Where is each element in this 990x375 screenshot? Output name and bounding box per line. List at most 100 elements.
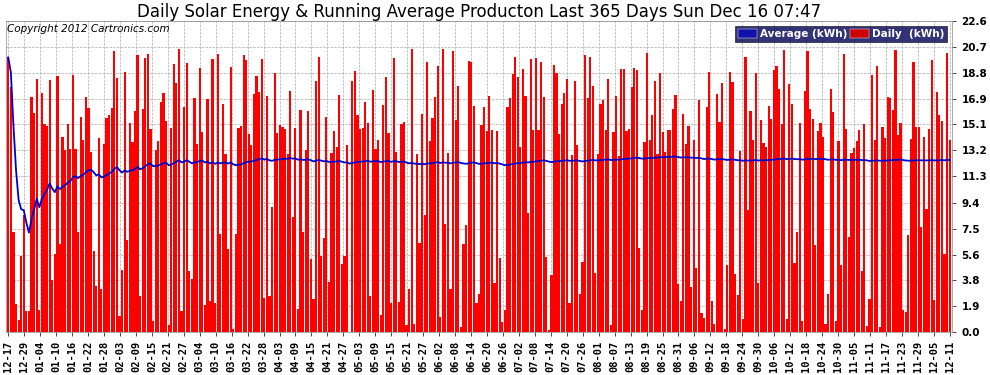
Bar bbox=[926, 210, 928, 332]
Bar bbox=[780, 124, 783, 332]
Bar bbox=[15, 304, 17, 332]
Bar bbox=[682, 114, 684, 332]
Bar bbox=[775, 66, 777, 332]
Bar bbox=[271, 207, 273, 332]
Bar bbox=[786, 319, 788, 332]
Bar bbox=[434, 97, 437, 332]
Bar bbox=[382, 105, 384, 332]
Bar bbox=[204, 305, 206, 332]
Bar bbox=[517, 78, 519, 332]
Bar bbox=[946, 53, 948, 332]
Bar bbox=[393, 58, 395, 332]
Bar bbox=[589, 57, 591, 332]
Bar bbox=[268, 296, 270, 332]
Bar bbox=[620, 69, 623, 332]
Bar bbox=[284, 129, 286, 332]
Bar bbox=[547, 330, 549, 332]
Bar bbox=[653, 81, 656, 332]
Bar bbox=[201, 132, 203, 332]
Bar bbox=[61, 137, 63, 332]
Bar bbox=[108, 114, 110, 332]
Bar bbox=[406, 325, 408, 332]
Bar bbox=[931, 60, 933, 332]
Bar bbox=[778, 89, 780, 332]
Bar bbox=[853, 148, 855, 332]
Bar bbox=[757, 283, 759, 332]
Bar bbox=[79, 117, 82, 332]
Bar bbox=[219, 234, 222, 332]
Bar bbox=[193, 98, 196, 332]
Bar bbox=[830, 89, 832, 332]
Bar bbox=[892, 110, 894, 332]
Bar bbox=[157, 141, 159, 332]
Bar bbox=[372, 90, 374, 332]
Bar bbox=[796, 231, 798, 332]
Bar bbox=[395, 152, 397, 332]
Bar bbox=[496, 131, 498, 332]
Bar bbox=[814, 246, 817, 332]
Bar bbox=[773, 70, 775, 332]
Bar bbox=[111, 108, 113, 332]
Bar bbox=[804, 91, 806, 332]
Bar bbox=[10, 87, 12, 332]
Bar bbox=[183, 107, 185, 332]
Bar bbox=[178, 49, 180, 332]
Bar bbox=[72, 75, 74, 332]
Bar bbox=[759, 120, 762, 332]
Bar bbox=[905, 312, 907, 332]
Bar bbox=[351, 81, 353, 332]
Bar bbox=[366, 123, 369, 332]
Bar bbox=[51, 280, 53, 332]
Bar bbox=[915, 127, 917, 332]
Bar bbox=[734, 274, 737, 332]
Bar bbox=[711, 301, 713, 332]
Bar bbox=[145, 58, 147, 332]
Bar bbox=[920, 227, 923, 332]
Bar bbox=[713, 324, 716, 332]
Bar bbox=[910, 139, 912, 332]
Bar bbox=[900, 123, 902, 332]
Bar bbox=[586, 98, 589, 332]
Bar bbox=[641, 310, 644, 332]
Bar bbox=[499, 258, 501, 332]
Bar bbox=[791, 104, 793, 332]
Bar bbox=[103, 144, 105, 332]
Bar bbox=[594, 273, 597, 332]
Bar bbox=[18, 320, 20, 332]
Text: Copyright 2012 Cartronics.com: Copyright 2012 Cartronics.com bbox=[7, 24, 169, 34]
Bar bbox=[147, 54, 149, 332]
Bar bbox=[459, 327, 462, 332]
Bar bbox=[480, 125, 483, 332]
Bar bbox=[426, 62, 429, 332]
Bar bbox=[894, 50, 897, 332]
Bar bbox=[129, 123, 131, 332]
Bar bbox=[424, 215, 426, 332]
Bar bbox=[907, 235, 910, 332]
Bar bbox=[538, 130, 540, 332]
Bar bbox=[863, 124, 865, 332]
Bar bbox=[783, 50, 785, 332]
Bar bbox=[928, 129, 931, 332]
Bar bbox=[749, 111, 751, 332]
Bar bbox=[560, 104, 563, 332]
Bar bbox=[437, 66, 439, 332]
Bar bbox=[98, 138, 100, 332]
Bar bbox=[706, 106, 708, 332]
Bar bbox=[134, 111, 136, 332]
Bar bbox=[113, 51, 116, 332]
Bar bbox=[313, 298, 315, 332]
Bar bbox=[535, 58, 537, 332]
Bar bbox=[700, 314, 703, 332]
Bar bbox=[379, 315, 382, 332]
Bar bbox=[881, 127, 884, 332]
Bar bbox=[248, 134, 249, 332]
Bar bbox=[180, 311, 183, 332]
Bar bbox=[238, 128, 240, 332]
Bar bbox=[132, 142, 134, 332]
Bar bbox=[695, 268, 697, 332]
Bar bbox=[252, 94, 255, 332]
Bar bbox=[669, 130, 671, 332]
Bar bbox=[369, 296, 371, 332]
Bar bbox=[475, 303, 477, 332]
Bar bbox=[884, 138, 886, 332]
